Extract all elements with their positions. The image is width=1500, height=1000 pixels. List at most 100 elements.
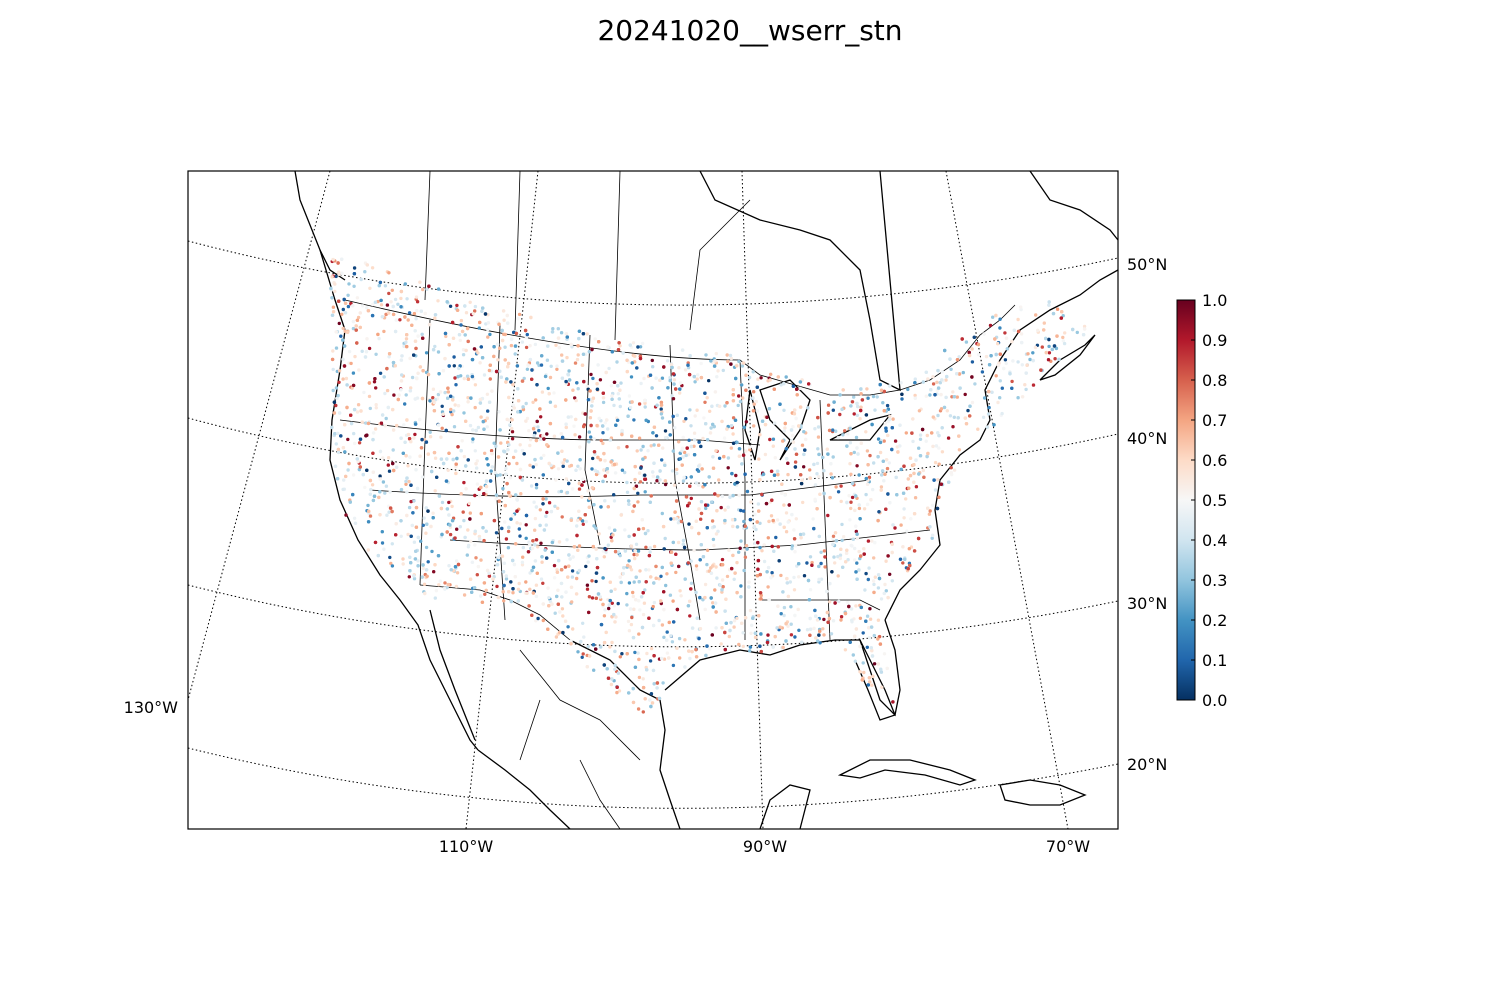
station-point bbox=[376, 553, 380, 558]
station-point bbox=[888, 414, 892, 419]
station-point bbox=[387, 355, 391, 359]
station-point bbox=[594, 526, 598, 530]
station-point bbox=[541, 502, 545, 506]
station-point bbox=[524, 580, 528, 584]
station-point bbox=[815, 472, 819, 476]
station-point bbox=[867, 626, 871, 630]
station-point bbox=[904, 431, 908, 435]
station-point bbox=[482, 492, 486, 496]
station-point bbox=[743, 555, 748, 559]
station-point bbox=[441, 461, 446, 466]
station-point bbox=[770, 498, 774, 502]
station-point bbox=[750, 623, 754, 627]
station-point bbox=[890, 550, 894, 555]
station-point bbox=[936, 431, 940, 435]
station-point bbox=[937, 446, 941, 450]
station-point bbox=[490, 389, 494, 393]
station-point bbox=[474, 428, 478, 433]
station-point bbox=[753, 512, 757, 517]
station-point bbox=[403, 402, 407, 406]
station-point bbox=[613, 528, 617, 532]
station-point bbox=[427, 284, 431, 288]
station-point bbox=[748, 517, 753, 522]
station-point bbox=[483, 592, 487, 596]
station-point bbox=[744, 373, 748, 377]
station-point bbox=[946, 436, 951, 440]
lat-label-50n: 50°N bbox=[1127, 255, 1167, 274]
station-point bbox=[581, 477, 585, 481]
station-point bbox=[478, 361, 482, 365]
station-point bbox=[976, 427, 980, 431]
station-point bbox=[374, 403, 378, 407]
station-point bbox=[836, 490, 841, 494]
station-point bbox=[872, 582, 876, 587]
station-point bbox=[775, 626, 779, 630]
station-point bbox=[769, 575, 773, 580]
station-point bbox=[963, 392, 967, 397]
station-point bbox=[340, 271, 344, 275]
station-point bbox=[730, 566, 734, 571]
station-point bbox=[660, 623, 665, 627]
station-point bbox=[697, 440, 701, 444]
station-point bbox=[351, 304, 355, 308]
station-point bbox=[697, 483, 701, 487]
station-point bbox=[516, 599, 520, 603]
station-point bbox=[705, 562, 709, 567]
station-point bbox=[387, 469, 392, 473]
station-point bbox=[651, 365, 655, 369]
station-point bbox=[723, 404, 727, 408]
station-point bbox=[861, 661, 865, 665]
station-point bbox=[868, 453, 872, 458]
station-point bbox=[507, 443, 511, 447]
station-point bbox=[877, 576, 882, 581]
station-point bbox=[595, 423, 599, 428]
station-point bbox=[780, 482, 784, 486]
station-point bbox=[473, 309, 477, 313]
station-point bbox=[502, 561, 507, 565]
station-point bbox=[957, 448, 962, 452]
station-point bbox=[942, 405, 947, 410]
station-point bbox=[402, 344, 406, 348]
station-point bbox=[447, 451, 451, 455]
station-point bbox=[774, 535, 778, 540]
station-point bbox=[905, 529, 909, 533]
station-point bbox=[1010, 386, 1014, 390]
station-point bbox=[990, 390, 994, 394]
station-point bbox=[612, 493, 616, 497]
station-point bbox=[456, 562, 461, 567]
station-point bbox=[882, 591, 886, 596]
state-line-8 bbox=[369, 479, 871, 498]
station-point bbox=[629, 622, 634, 627]
station-point bbox=[569, 342, 573, 347]
colorbar-tick-label: 0.4 bbox=[1202, 531, 1227, 550]
station-point bbox=[855, 464, 859, 468]
station-point bbox=[742, 568, 746, 573]
station-point bbox=[450, 518, 455, 523]
station-point bbox=[654, 376, 658, 380]
station-point bbox=[801, 532, 806, 536]
station-point bbox=[705, 438, 710, 442]
station-point bbox=[594, 647, 598, 651]
station-point bbox=[532, 542, 537, 547]
station-point bbox=[836, 436, 840, 440]
station-point bbox=[331, 310, 336, 314]
station-point bbox=[374, 406, 378, 410]
station-point bbox=[539, 541, 543, 545]
station-point bbox=[581, 621, 585, 625]
station-point bbox=[719, 505, 723, 510]
station-point bbox=[365, 306, 369, 310]
station-point bbox=[535, 571, 539, 575]
station-point bbox=[655, 403, 659, 407]
station-point bbox=[441, 412, 445, 416]
station-point bbox=[657, 443, 661, 447]
station-point bbox=[694, 519, 698, 523]
station-point bbox=[660, 511, 664, 516]
station-point bbox=[616, 392, 620, 396]
station-point bbox=[769, 514, 774, 518]
station-point bbox=[737, 447, 742, 451]
station-point bbox=[771, 437, 776, 441]
station-point bbox=[382, 375, 386, 379]
station-point bbox=[592, 437, 596, 441]
station-point bbox=[665, 572, 669, 576]
station-point bbox=[662, 365, 666, 369]
